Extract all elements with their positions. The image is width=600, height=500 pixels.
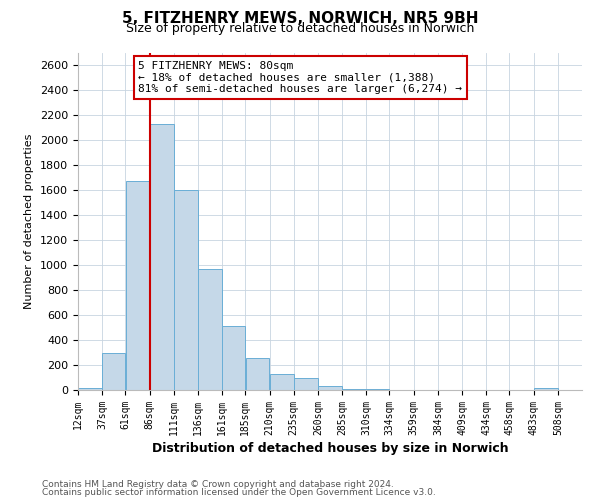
Bar — [270, 374, 293, 390]
Text: Contains HM Land Registry data © Crown copyright and database right 2024.: Contains HM Land Registry data © Crown c… — [42, 480, 394, 489]
Bar — [125, 181, 149, 390]
Bar — [534, 388, 557, 390]
Bar — [150, 124, 173, 390]
Bar — [342, 389, 366, 390]
Bar — [223, 326, 245, 390]
Bar — [318, 386, 342, 390]
X-axis label: Distribution of detached houses by size in Norwich: Distribution of detached houses by size … — [152, 442, 508, 455]
Bar — [294, 378, 318, 390]
Bar — [174, 190, 198, 390]
Text: 5, FITZHENRY MEWS, NORWICH, NR5 9BH: 5, FITZHENRY MEWS, NORWICH, NR5 9BH — [122, 11, 478, 26]
Bar — [198, 269, 222, 390]
Text: 5 FITZHENRY MEWS: 80sqm
← 18% of detached houses are smaller (1,388)
81% of semi: 5 FITZHENRY MEWS: 80sqm ← 18% of detache… — [139, 61, 463, 94]
Text: Size of property relative to detached houses in Norwich: Size of property relative to detached ho… — [126, 22, 474, 35]
Y-axis label: Number of detached properties: Number of detached properties — [25, 134, 34, 309]
Text: Contains public sector information licensed under the Open Government Licence v3: Contains public sector information licen… — [42, 488, 436, 497]
Bar — [78, 388, 102, 390]
Bar — [103, 352, 125, 390]
Bar — [245, 358, 269, 390]
